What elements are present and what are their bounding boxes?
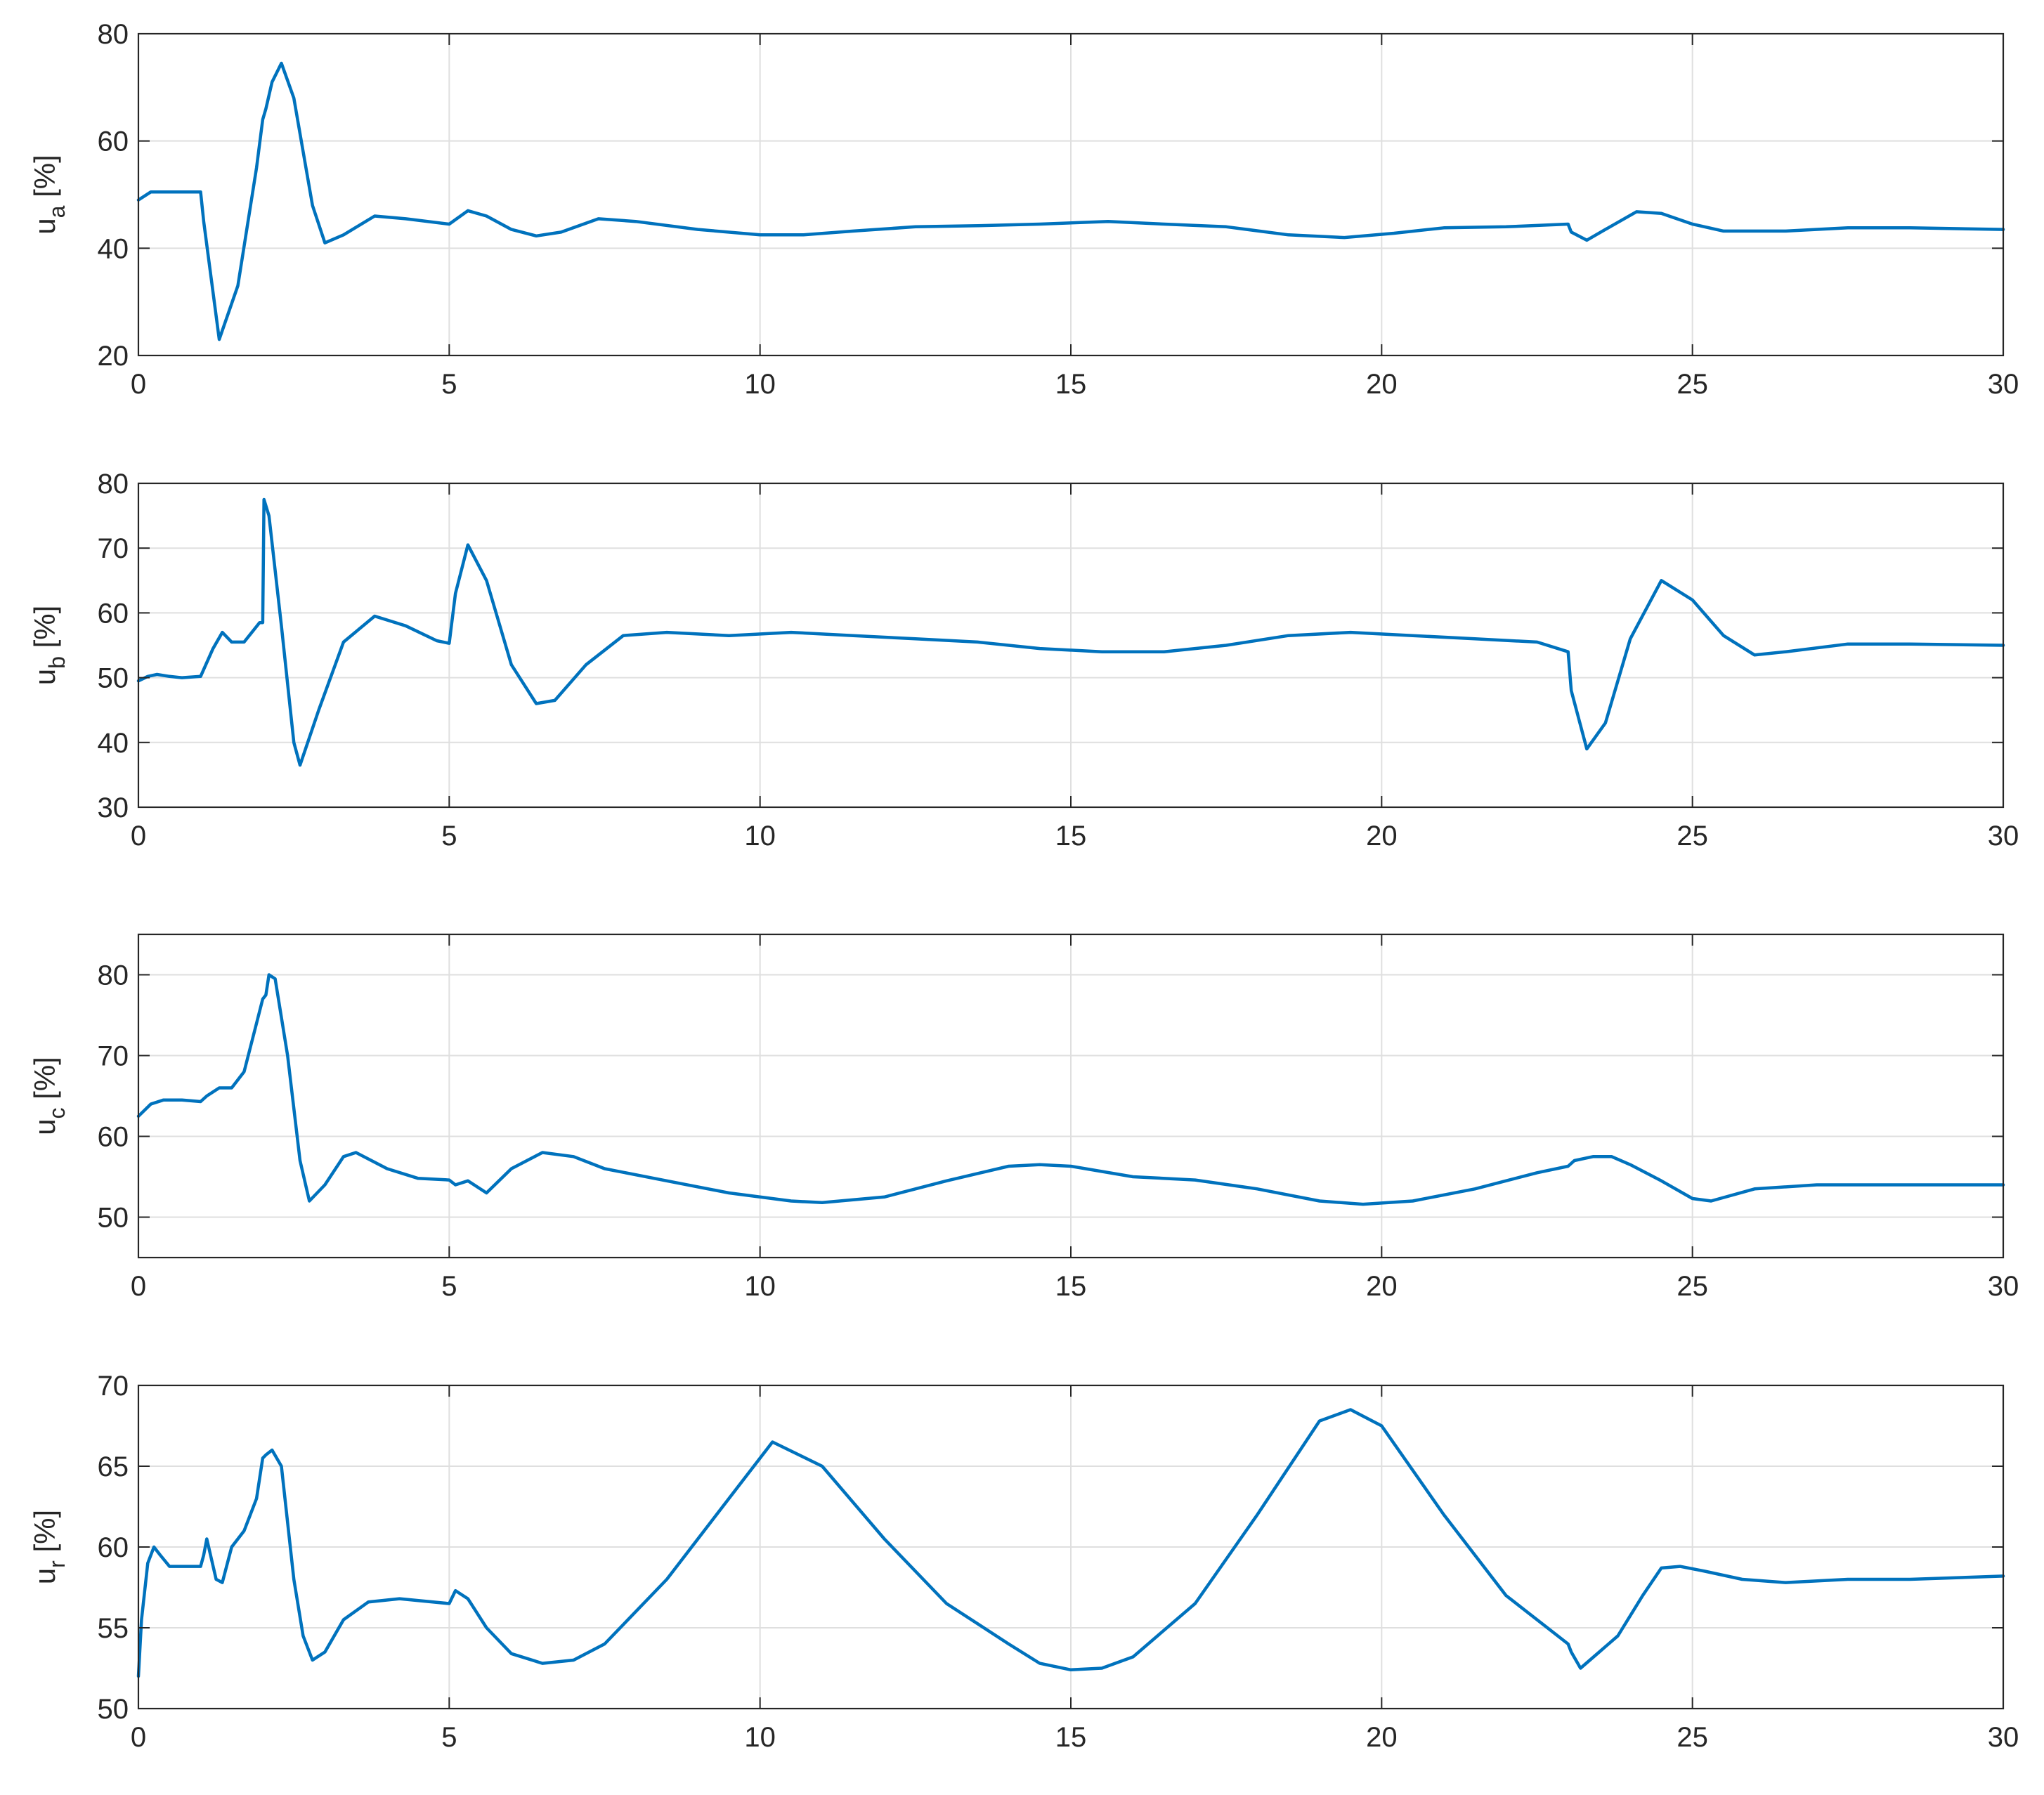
y-axis-label-unit: [%] — [28, 155, 61, 205]
y-tick-label: 65 — [98, 1451, 129, 1482]
x-tick-label: 5 — [441, 369, 457, 400]
y-tick-label: 50 — [98, 1203, 129, 1234]
y-axis-label-main: u — [28, 669, 61, 685]
series-line-1 — [136, 61, 2005, 341]
x-tick-label: 15 — [1055, 1271, 1087, 1302]
x-tick-label: 5 — [441, 821, 457, 851]
series-line-1 — [136, 973, 2005, 1206]
y-axis-label-subscript: a — [44, 205, 70, 218]
y-axis-label: ur [%] — [28, 1510, 70, 1584]
x-tick-label: 25 — [1677, 369, 1708, 400]
series-line-1 — [136, 497, 2005, 767]
y-axis-label-main: u — [28, 1119, 61, 1135]
y-tick-label: 50 — [98, 1694, 129, 1725]
x-tick-label: 0 — [131, 1722, 146, 1753]
y-axis-label-unit: [%] — [28, 1510, 61, 1560]
y-tick-label: 70 — [98, 1041, 129, 1072]
subplot-3: 0 5 10 15 20 25 30 50 60 70 80 uc [%] — [28, 933, 2019, 1302]
x-tick-label: 10 — [744, 1722, 776, 1753]
x-tick-label: 20 — [1366, 1271, 1398, 1302]
y-axis-label-unit: [%] — [28, 606, 61, 656]
subplot-2: 0 5 10 15 20 25 30 30 40 50 60 70 80 ub [%] — [28, 469, 2019, 851]
subplot-4: 0 5 10 15 20 25 30 50 55 60 65 70 ur [%] — [28, 1371, 2019, 1753]
y-axis-label: uc [%] — [28, 1057, 70, 1135]
x-tick-label: 30 — [1988, 369, 2019, 400]
y-axis-label-subscript: c — [44, 1108, 70, 1119]
x-tick-label: 20 — [1366, 1722, 1398, 1753]
x-tick-label: 10 — [744, 369, 776, 400]
y-tick-label: 80 — [98, 960, 129, 991]
y-axis-label-unit: [%] — [28, 1057, 61, 1107]
y-axis-label-subscript: r — [44, 1560, 70, 1568]
x-tick-label: 20 — [1366, 821, 1398, 851]
subplot-1: 0 5 10 15 20 25 30 20 40 60 80 ua [%] — [28, 19, 2019, 400]
y-tick-label: 70 — [98, 1371, 129, 1402]
x-tick-label: 0 — [131, 1271, 146, 1302]
y-tick-label: 60 — [98, 1532, 129, 1563]
x-tick-label: 5 — [441, 1722, 457, 1753]
y-tick-label: 40 — [98, 728, 129, 759]
x-tick-label: 15 — [1055, 369, 1087, 400]
x-tick-label: 10 — [744, 1271, 776, 1302]
x-tick-label: 5 — [441, 1271, 457, 1302]
x-tick-label: 30 — [1988, 1722, 2019, 1753]
x-tick-label: 30 — [1988, 821, 2019, 851]
x-tick-label: 15 — [1055, 1722, 1087, 1753]
x-tick-label: 25 — [1677, 1271, 1708, 1302]
y-axis-label-main: u — [28, 1568, 61, 1584]
y-axis-label-main: u — [28, 218, 61, 234]
y-axis-label-subscript: b — [44, 656, 70, 669]
y-axis-label: ub [%] — [28, 606, 70, 686]
y-tick-label: 80 — [98, 469, 129, 500]
y-tick-label: 70 — [98, 533, 129, 564]
x-tick-label: 10 — [744, 821, 776, 851]
y-tick-label: 30 — [98, 792, 129, 823]
x-tick-label: 30 — [1988, 1271, 2019, 1302]
x-tick-label: 25 — [1677, 821, 1708, 851]
x-tick-label: 0 — [131, 821, 146, 851]
y-tick-label: 40 — [98, 233, 129, 264]
y-tick-label: 60 — [98, 598, 129, 629]
y-tick-label: 60 — [98, 1122, 129, 1153]
x-tick-label: 15 — [1055, 821, 1087, 851]
y-tick-label: 60 — [98, 126, 129, 157]
y-tick-label: 55 — [98, 1613, 129, 1644]
y-tick-label: 80 — [98, 19, 129, 50]
x-tick-label: 20 — [1366, 369, 1398, 400]
x-tick-label: 0 — [131, 369, 146, 400]
x-tick-label: 25 — [1677, 1722, 1708, 1753]
series-line-1 — [136, 1408, 2005, 1678]
y-tick-label: 50 — [98, 663, 129, 694]
y-axis-label: ua [%] — [28, 155, 70, 235]
y-tick-label: 20 — [98, 341, 129, 372]
